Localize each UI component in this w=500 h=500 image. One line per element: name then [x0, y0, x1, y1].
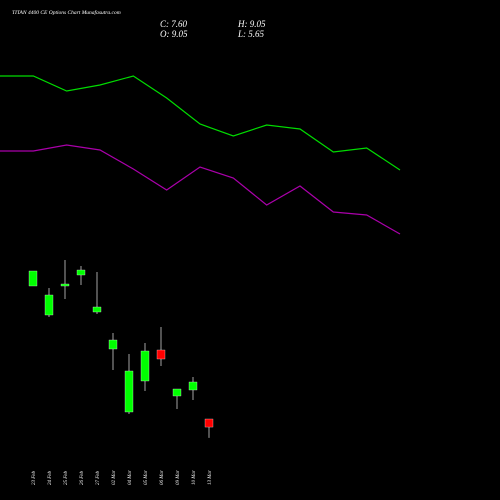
candle-body: [140, 350, 150, 382]
x-tick-label: 23 Feb: [32, 470, 37, 485]
stat: C: 7.60: [160, 19, 188, 29]
x-tick-label: 26 Feb: [80, 470, 85, 485]
candle-body: [60, 283, 70, 287]
candle-body: [92, 306, 102, 313]
stat: H: 9.05: [237, 19, 266, 29]
stat: L: 5.65: [237, 29, 265, 39]
candle-body: [124, 370, 134, 413]
chart-title: TITAN 4400 CE Options Chart Munafasutra.…: [12, 9, 121, 16]
x-tick-label: 04 Mar: [128, 470, 133, 485]
stat: O: 9.05: [160, 29, 188, 39]
candle-body: [108, 339, 118, 350]
candle-body: [172, 388, 182, 397]
candle-body: [28, 270, 38, 287]
x-tick-label: 13 Mar: [208, 470, 213, 485]
x-tick-label: 10 Mar: [192, 470, 197, 485]
candle-body: [188, 381, 198, 391]
x-tick-label: 09 Mar: [176, 470, 181, 485]
line: [0, 75, 401, 171]
x-tick-label: 06 Mar: [160, 470, 165, 485]
line: [0, 144, 401, 235]
x-tick-label: 25 Feb: [64, 470, 69, 485]
x-tick-label: 27 Feb: [96, 470, 101, 485]
candle-body: [204, 418, 214, 428]
x-tick-label: 02 Mar: [112, 470, 117, 485]
candle-body: [76, 269, 86, 276]
candle-body: [44, 294, 54, 316]
candle-body: [156, 349, 166, 360]
x-tick-label: 24 Feb: [48, 470, 53, 485]
x-tick-label: 05 Mar: [144, 470, 149, 485]
